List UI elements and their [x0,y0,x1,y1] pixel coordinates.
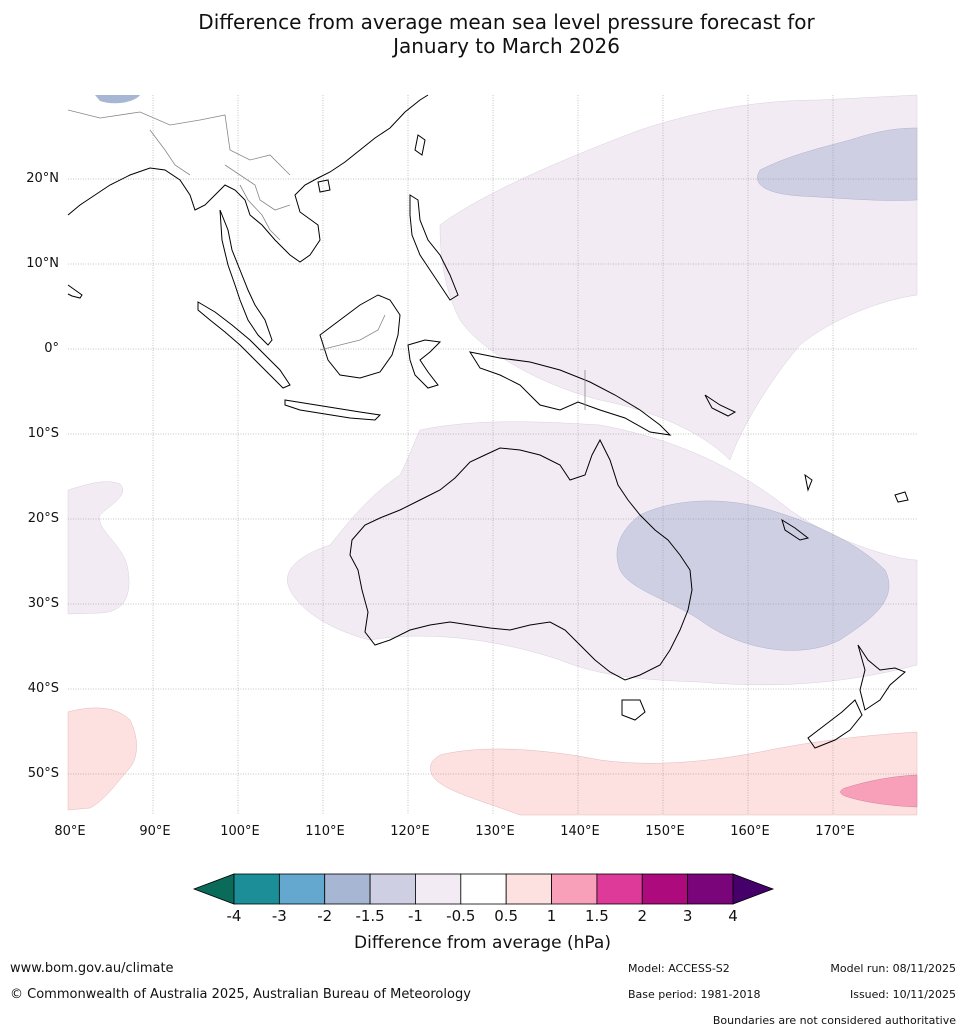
colorbar-cell [641,873,689,905]
coastline-new-caledonia [781,518,810,541]
lon-label-110e: 110°E [305,824,345,839]
coastline-fiji [894,491,909,503]
lon-label-140e: 140°E [560,824,600,839]
lat-label-10s: 10°S [27,426,59,441]
lat-label-0: 0° [44,341,59,356]
lat-label-20s: 20°S [27,511,59,526]
footer-model: Model: ACCESS-S2 [628,962,730,975]
lon-label-130e: 130°E [475,824,515,839]
colorbar-cell [233,873,280,905]
coastline-hainan [317,179,331,193]
colorbar-under-triangle [192,873,235,905]
colorbar-tick-label: -3 [271,907,287,925]
anomaly-shading [67,94,918,816]
anomaly-region-pink-south [430,731,918,816]
colorbar-cell [505,873,552,905]
coastline-solomon [704,394,737,417]
colorbar-tick-label: -1 [407,907,423,925]
coastline-taiwan [414,134,426,156]
footer-model-run: Model run: 08/11/2025 [830,962,956,975]
footer-base-period: Base period: 1981-2018 [628,988,761,1001]
coastline-philippines [409,194,459,301]
lat-label-10n: 10°N [26,256,59,271]
footer-issued: Issued: 10/11/2025 [849,988,956,1001]
colorbar-tick-label: -4 [226,907,242,925]
lat-label-20n: 20°N [26,171,59,186]
coastline-asia [67,94,429,263]
colorbar-tick-label: 4 [728,907,738,925]
coastline-new-zealand-north [857,644,906,711]
lat-label-40s: 40°S [27,681,59,696]
coastline-tasmania [621,699,646,721]
anomaly-region-blue-grey-top [95,95,140,104]
colorbar-cell [551,873,598,905]
coastline-australia [349,438,693,681]
colorbar-tick-label: 3 [682,907,693,925]
lon-label-100e: 100°E [220,824,260,839]
colorbar-cell [460,873,507,905]
lon-label-90e: 90°E [139,824,171,839]
coastline-new-guinea [468,351,672,436]
coastline-new-zealand-south [807,699,863,749]
colorbar-tick-label: 2 [637,907,648,925]
coastline-sumatra [197,301,291,389]
colorbar-tick-label: 0.5 [494,907,519,925]
anomaly-region-light-lavender-west [67,481,130,615]
coastline-vanuatu [804,473,813,492]
anomaly-region-medium-pink [840,774,918,808]
colorbar-cell [324,873,371,905]
chart-title: Difference from average mean sea level p… [0,10,965,58]
coastline-java [284,399,382,421]
colorbar-tick-label: -2 [317,907,333,925]
colorbar-cell [687,873,734,905]
lon-label-80e: 80°E [54,824,86,839]
lon-label-160e: 160°E [730,824,770,839]
coastline-india-edge [67,284,83,299]
coastline-peninsula [219,209,273,346]
colorbar-title: Difference from average (hPa) [354,933,611,953]
anomaly-region-pink-west [67,707,137,811]
coastline-borneo [319,294,401,379]
country-boundaries [67,109,586,410]
anomaly-region-blue-grey-coral-sea [616,500,890,651]
colorbar-over-triangle [732,873,775,905]
colorbar [192,873,775,905]
lat-label-50s: 50°S [27,766,59,781]
colorbar-tick-label: -1.5 [355,907,385,925]
lat-label-30s: 30°S [27,596,59,611]
colorbar-cell [369,873,416,905]
coastlines [67,94,909,749]
colorbar-tick-label: 1 [546,907,557,925]
footer-copyright: © Commonwealth of Australia 2025, Austra… [10,987,471,1002]
colorbar-cell [415,873,462,905]
colorbar-cell [596,873,643,905]
anomaly-region-blue-grey-north [757,127,918,201]
footer-website: www.bom.gov.au/climate [10,961,174,976]
colorbar-tick-label: -0.5 [446,907,476,925]
title-line-1: Difference from average mean sea level p… [198,10,815,34]
lon-label-120e: 120°E [390,824,430,839]
footer-disclaimer: Boundaries are not considered authoritat… [712,1014,956,1027]
graticule [68,95,917,815]
colorbar-tick-label: 1.5 [584,907,609,925]
lon-label-170e: 170°E [815,824,855,839]
lon-label-150e: 150°E [645,824,685,839]
title-line-2: January to March 2026 [393,34,620,58]
colorbar-cell [278,873,326,905]
coastline-sulawesi [407,339,442,389]
